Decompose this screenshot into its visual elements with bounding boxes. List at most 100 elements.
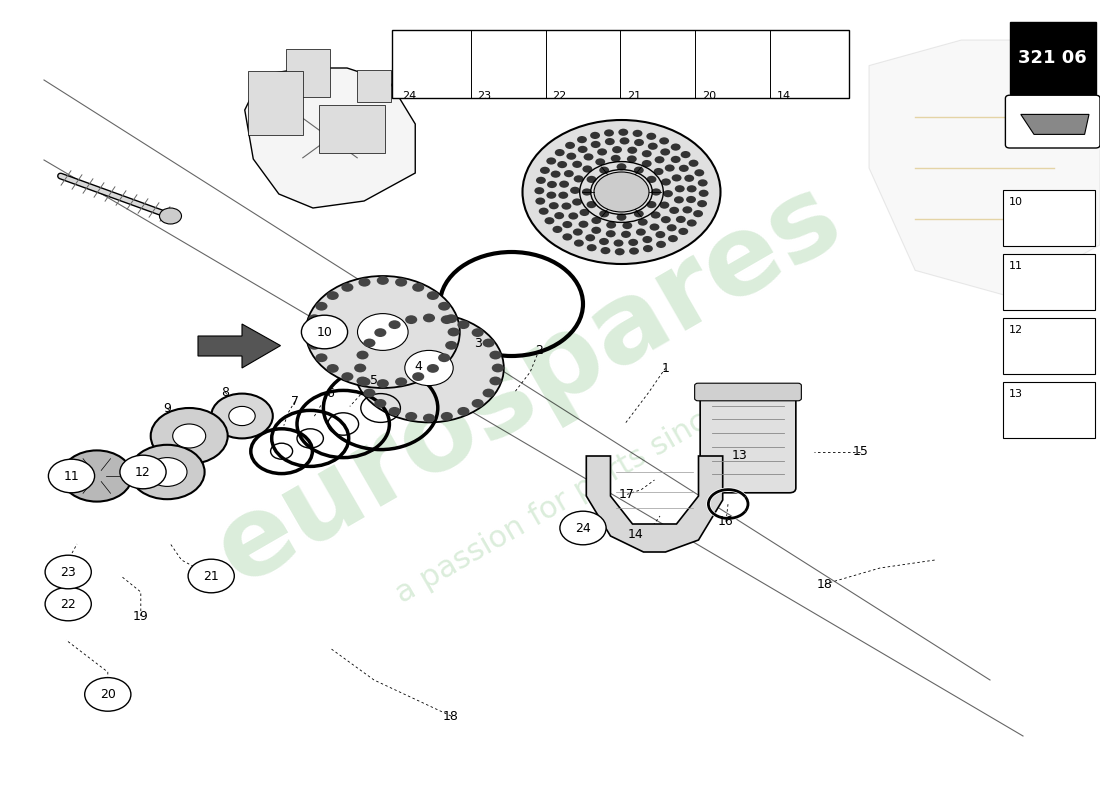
Circle shape	[363, 389, 375, 398]
Circle shape	[422, 314, 436, 322]
Circle shape	[574, 175, 584, 182]
Circle shape	[612, 146, 621, 154]
Text: 8: 8	[221, 386, 230, 398]
Circle shape	[569, 212, 579, 219]
Circle shape	[674, 196, 684, 203]
Circle shape	[551, 170, 561, 178]
Text: 7: 7	[290, 395, 299, 408]
Text: 9: 9	[163, 402, 172, 414]
Circle shape	[147, 458, 187, 486]
Text: 12: 12	[1009, 325, 1023, 334]
Circle shape	[560, 511, 606, 545]
Text: 20: 20	[702, 91, 716, 102]
Circle shape	[627, 146, 637, 154]
Circle shape	[674, 185, 684, 192]
Circle shape	[554, 149, 564, 156]
Circle shape	[584, 154, 594, 161]
FancyBboxPatch shape	[1003, 190, 1094, 246]
Circle shape	[359, 378, 371, 386]
Circle shape	[663, 190, 673, 198]
Circle shape	[604, 130, 614, 137]
Circle shape	[586, 201, 596, 208]
Circle shape	[562, 221, 572, 228]
FancyBboxPatch shape	[319, 106, 385, 154]
Circle shape	[629, 247, 639, 254]
Text: 321 06: 321 06	[1019, 50, 1087, 67]
Circle shape	[188, 559, 234, 593]
Text: 20: 20	[100, 688, 116, 701]
Text: a passion for parts since 1: a passion for parts since 1	[390, 382, 754, 610]
Circle shape	[597, 148, 607, 155]
Circle shape	[354, 363, 366, 372]
Circle shape	[341, 283, 353, 292]
Circle shape	[341, 372, 353, 381]
Circle shape	[679, 165, 689, 172]
Circle shape	[549, 202, 559, 210]
Circle shape	[552, 226, 562, 233]
Text: 4: 4	[414, 360, 422, 373]
Circle shape	[697, 200, 707, 207]
Circle shape	[694, 169, 704, 176]
Circle shape	[659, 138, 669, 145]
Circle shape	[627, 155, 637, 162]
Circle shape	[586, 244, 596, 251]
Circle shape	[601, 247, 610, 254]
FancyBboxPatch shape	[286, 50, 330, 98]
Circle shape	[600, 166, 609, 174]
Circle shape	[395, 278, 407, 286]
Circle shape	[686, 186, 696, 193]
Circle shape	[606, 222, 616, 229]
Text: 18: 18	[443, 710, 459, 722]
Circle shape	[565, 142, 575, 149]
Circle shape	[412, 283, 425, 292]
Circle shape	[374, 328, 386, 337]
Circle shape	[679, 228, 689, 235]
Circle shape	[675, 216, 685, 223]
Circle shape	[363, 338, 375, 347]
Circle shape	[585, 234, 595, 242]
Circle shape	[642, 236, 652, 243]
Circle shape	[570, 186, 580, 194]
Circle shape	[547, 158, 557, 165]
FancyBboxPatch shape	[1005, 95, 1100, 148]
Circle shape	[664, 165, 674, 172]
Circle shape	[641, 150, 651, 158]
Circle shape	[472, 328, 484, 337]
Text: 11: 11	[64, 470, 79, 482]
Circle shape	[649, 223, 659, 230]
Circle shape	[594, 172, 649, 212]
Circle shape	[308, 314, 320, 323]
Text: 22: 22	[60, 598, 76, 610]
Circle shape	[229, 406, 255, 426]
Circle shape	[582, 166, 592, 173]
FancyBboxPatch shape	[1003, 382, 1094, 438]
Circle shape	[592, 226, 602, 234]
Text: 1: 1	[661, 362, 670, 374]
Circle shape	[446, 314, 458, 323]
Circle shape	[578, 146, 587, 153]
Circle shape	[438, 302, 450, 310]
Circle shape	[574, 239, 584, 246]
Circle shape	[671, 156, 681, 163]
Circle shape	[647, 201, 657, 208]
Circle shape	[535, 187, 544, 194]
Circle shape	[606, 230, 616, 238]
Circle shape	[62, 450, 132, 502]
Circle shape	[686, 196, 696, 203]
Text: 24: 24	[403, 91, 417, 102]
Circle shape	[45, 555, 91, 589]
Circle shape	[562, 234, 572, 241]
Circle shape	[448, 328, 460, 336]
FancyBboxPatch shape	[701, 387, 796, 493]
Text: 24: 24	[575, 522, 591, 534]
Polygon shape	[1021, 114, 1089, 134]
Text: 14: 14	[628, 528, 643, 541]
Circle shape	[358, 314, 408, 350]
Circle shape	[648, 142, 658, 150]
Circle shape	[616, 214, 626, 221]
Circle shape	[492, 363, 504, 372]
Circle shape	[354, 314, 504, 422]
Circle shape	[173, 424, 206, 448]
Circle shape	[405, 350, 453, 386]
Circle shape	[572, 198, 582, 206]
